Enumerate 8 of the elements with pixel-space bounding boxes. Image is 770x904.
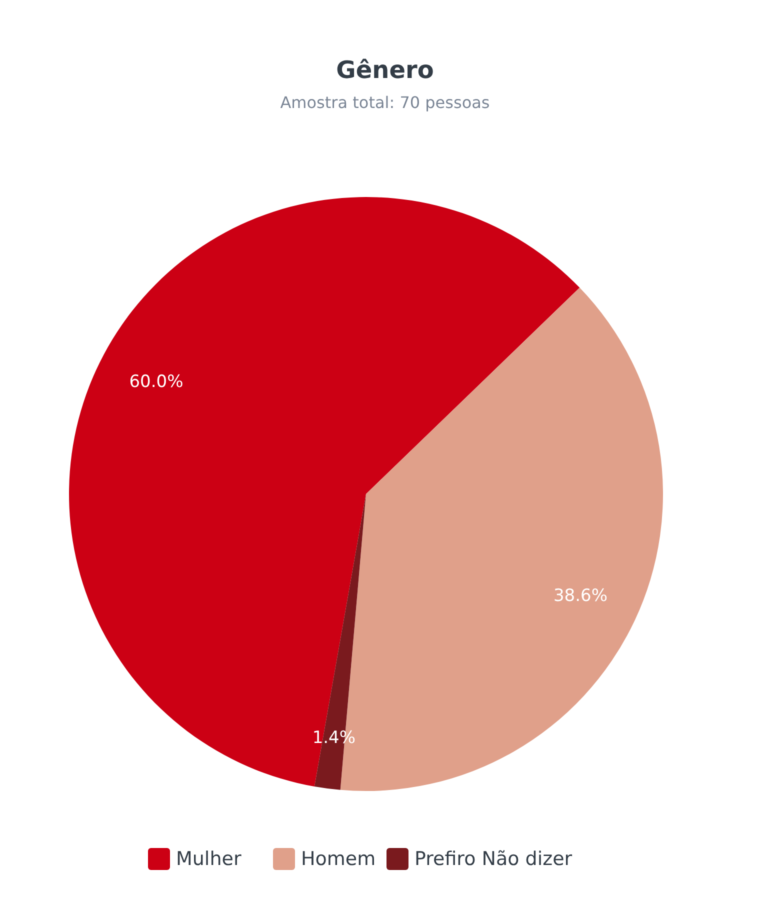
data-label: 38.6% — [553, 586, 608, 606]
chart-subtitle: Amostra total: 70 pessoas — [280, 93, 490, 112]
pie-slice — [314, 494, 366, 790]
legend-label: Homem — [301, 848, 376, 870]
legend-label: Prefiro Não dizer — [414, 848, 572, 870]
legend-label: Mulher — [176, 848, 242, 870]
chart-title: Gênero — [336, 56, 434, 84]
data-label: 60.0% — [129, 372, 184, 392]
